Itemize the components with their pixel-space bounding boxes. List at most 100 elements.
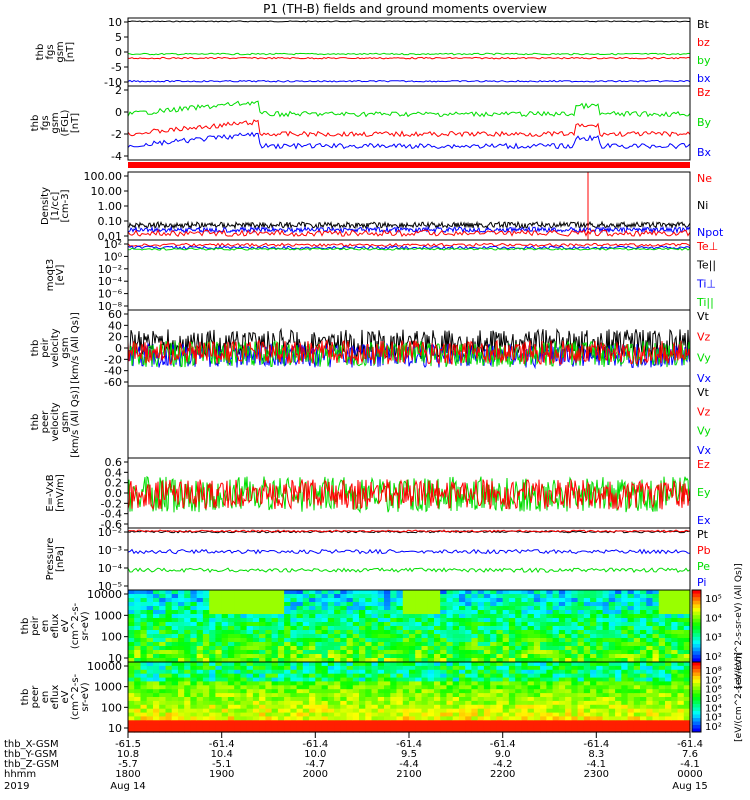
colorbar-swatch	[692, 711, 701, 715]
heat-cell	[365, 594, 373, 599]
heat-cell	[346, 665, 354, 671]
heat-cell	[302, 590, 310, 595]
heat-cell	[533, 712, 541, 718]
heat-cell	[627, 669, 635, 675]
heat-cell	[178, 594, 185, 599]
heat-cell	[234, 662, 241, 667]
heat-cell	[209, 594, 216, 599]
heat-cell	[340, 700, 348, 706]
heat-cell	[134, 654, 141, 659]
heat-cell	[265, 704, 273, 710]
heat-cell	[552, 610, 560, 615]
heat-cell	[359, 704, 366, 710]
heat-cell	[558, 724, 566, 729]
heat-cell	[565, 712, 572, 718]
heat-cell	[390, 606, 398, 611]
heat-cell	[565, 590, 572, 595]
heat-cell	[234, 716, 241, 721]
heat-cell	[640, 716, 647, 721]
heat-cell	[446, 665, 454, 671]
heat-cell	[621, 610, 629, 615]
heat-cell	[646, 665, 654, 671]
heat-cell	[390, 630, 398, 635]
heat-cell	[590, 685, 597, 690]
heat-cell	[209, 630, 216, 635]
heat-cell	[459, 642, 466, 647]
heat-cell	[209, 665, 216, 671]
heat-cell	[665, 724, 672, 729]
heat-cell	[652, 681, 660, 686]
heat-cell	[271, 673, 279, 679]
heat-cell	[184, 630, 191, 635]
heat-cell	[390, 712, 398, 718]
heat-cell	[590, 642, 597, 647]
heat-cell	[396, 665, 404, 671]
heat-cell	[459, 634, 466, 639]
heat-cell	[665, 720, 672, 725]
heat-cell	[352, 630, 360, 635]
x-value: -4.2	[493, 759, 513, 770]
heat-cell	[246, 669, 254, 675]
heat-cell	[352, 646, 360, 651]
heat-cell	[165, 642, 173, 647]
heat-cell	[515, 658, 522, 663]
heat-cell	[159, 602, 166, 607]
heat-cell	[621, 602, 629, 607]
series-Ni	[127, 220, 691, 230]
heat-cell	[540, 677, 547, 683]
heat-cell	[477, 662, 485, 667]
heat-cell	[652, 720, 660, 725]
heat-cell	[546, 693, 554, 698]
heat-cell	[571, 638, 579, 643]
heat-cell	[221, 712, 229, 718]
heat-cell	[334, 681, 341, 686]
heat-cell	[246, 598, 254, 603]
heat-cell	[515, 720, 522, 725]
heat-cell	[315, 724, 323, 729]
heat-cell	[421, 622, 429, 627]
heat-cell	[402, 634, 410, 639]
heat-cell	[515, 697, 522, 702]
heat-cell	[371, 669, 379, 675]
heat-cell	[290, 669, 298, 675]
heat-cell	[284, 681, 291, 686]
heat-cell	[184, 662, 191, 667]
heat-cell	[590, 598, 597, 603]
heat-cell	[371, 594, 379, 599]
colorbar-swatch	[692, 725, 701, 729]
heat-cell	[496, 716, 504, 721]
heat-cell	[365, 669, 373, 675]
heat-cell	[271, 720, 279, 725]
heat-cell	[246, 700, 254, 706]
heat-cell	[359, 724, 366, 729]
heat-cell	[496, 724, 504, 729]
heat-cell	[459, 724, 466, 729]
colorbar-tick-label: 10⁴	[705, 703, 722, 714]
heat-cell	[533, 728, 541, 733]
heat-cell	[396, 673, 404, 679]
heat-cell	[621, 590, 629, 595]
heat-cell	[452, 704, 460, 710]
heat-cell	[483, 720, 491, 725]
heat-cell	[309, 658, 316, 663]
heat-cell	[178, 650, 185, 655]
heat-cell	[608, 610, 616, 615]
heat-cell	[671, 630, 679, 635]
y-axis-label: [nPa]	[55, 546, 66, 572]
heat-cell	[146, 708, 154, 714]
y-tick-label: -40	[104, 365, 122, 378]
heat-cell	[615, 634, 622, 639]
heat-cell	[571, 689, 579, 694]
y-tick-label: 1000	[94, 681, 122, 694]
heat-cell	[440, 630, 447, 635]
heat-cell	[384, 654, 391, 659]
heat-cell	[490, 700, 497, 706]
heat-cell	[202, 618, 210, 623]
heat-cell	[240, 610, 248, 615]
heat-cell	[590, 630, 597, 635]
heat-cell	[571, 673, 579, 679]
colorbar-swatch	[692, 721, 701, 726]
heat-cell	[452, 665, 460, 671]
heat-cell	[134, 720, 141, 725]
heat-cell	[471, 594, 479, 599]
